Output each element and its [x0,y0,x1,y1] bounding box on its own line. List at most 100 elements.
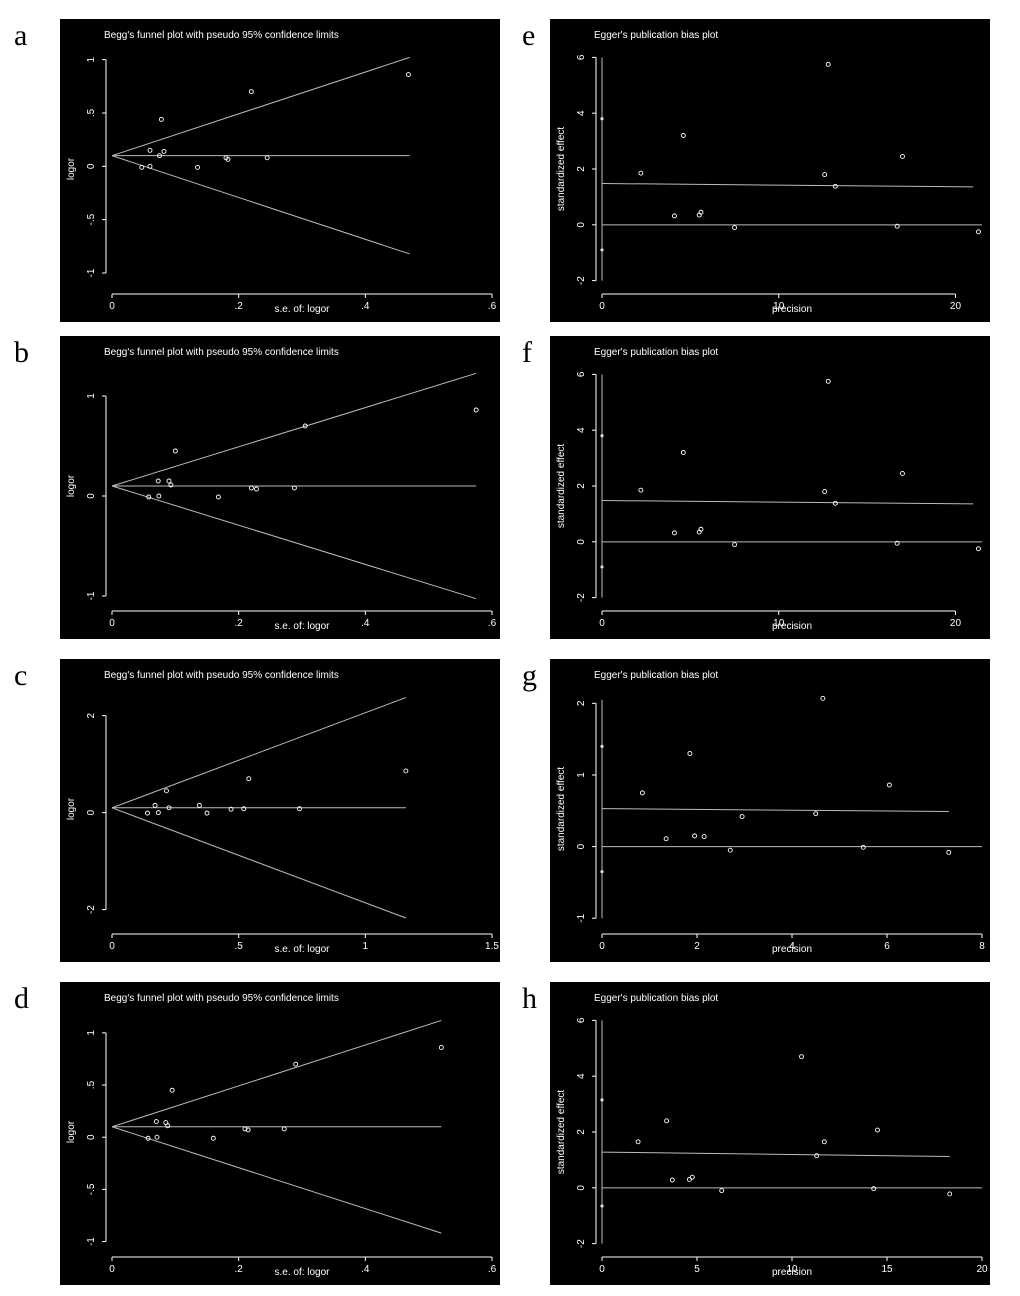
x-tick-label: .2 [234,1264,243,1275]
y-tick-label: 1 [86,56,97,62]
y-tick-label: -1 [86,1237,97,1246]
data-point [687,751,693,756]
data-point [822,489,828,495]
panel-letter: b [14,336,29,369]
x-tick-label: .6 [488,618,497,629]
chart-title: Egger's publication bias plot [594,670,718,681]
x-tick-label: .5 [234,941,243,952]
data-point [875,1127,880,1133]
y-tick-label: 0 [86,163,97,169]
chart-title: Egger's publication bias plot [594,347,718,358]
x-tick-label: 0 [599,1264,605,1275]
data-point [680,450,686,455]
data-point [165,1123,171,1129]
x-axis-label: s.e. of: logor [274,1267,330,1278]
data-point [204,810,210,816]
y-tick-label: 4 [576,110,587,116]
data-point [635,1139,641,1145]
data-point [900,153,905,159]
upper-confidence-limit-line [111,56,410,157]
chart-panel-b: Begg's funnel plot with pseudo 95% confi… [60,336,500,639]
data-point [154,1134,160,1140]
data-point [248,485,254,491]
data-point [166,478,172,484]
chart-svg: Begg's funnel plot with pseudo 95% confi… [66,30,497,315]
data-point [164,788,169,794]
y-tick-label: -2 [576,593,587,602]
chart-panel-g: Egger's publication bias plot -1 0 1 2 0 2 4 6 8 p… [550,659,990,962]
data-point [799,1054,804,1060]
y-axis-label: standardized effect [556,444,567,529]
data-point [672,213,677,219]
y-tick-label: 2 [86,712,97,718]
data-point [689,1174,695,1180]
data-point [976,229,981,235]
data-point [860,844,866,850]
data-point [245,1127,251,1133]
data-point [242,1126,248,1132]
y-axis-label: standardized effect [556,127,567,212]
y-axis-label: logor [66,1120,77,1143]
x-tick-label: 0 [599,941,605,952]
x-tick-label: 0 [109,301,115,312]
intercept-ci-marker [600,1204,604,1208]
data-point [155,810,161,816]
y-tick-label: 0 [86,493,97,499]
data-point [246,776,252,782]
y-tick-label: 1 [86,393,97,399]
data-point [161,148,167,154]
x-tick-label: 8 [979,941,985,952]
regression-line [601,808,949,813]
y-tick-label: -.5 [86,1183,97,1195]
data-point [894,223,900,229]
chart-svg: Begg's funnel plot with pseudo 95% confi… [66,993,497,1278]
x-tick-label: .4 [361,301,370,312]
y-tick-label: 4 [576,1073,587,1079]
y-tick-label: 0 [576,1185,587,1191]
chart-title: Begg's funnel plot with pseudo 95% confi… [104,670,339,681]
intercept-marker [600,434,604,438]
data-point [403,768,409,774]
panel-letter: f [522,336,532,369]
data-point [168,482,174,488]
data-point [680,133,686,138]
data-point [672,530,677,536]
intercept-ci-marker [600,870,604,874]
y-tick-label: 2 [576,1129,587,1135]
x-tick-label: 6 [884,941,890,952]
intercept-marker [600,117,604,121]
x-tick-label: 10 [773,301,785,312]
data-point [241,806,247,812]
x-tick-label: 15 [881,1264,893,1275]
y-axis-label: logor [66,797,77,820]
x-tick-label: .4 [361,618,370,629]
y-tick-label: 0 [86,809,97,815]
y-tick-label: 0 [86,1134,97,1140]
y-tick-label: 0 [576,539,587,545]
x-tick-label: 0 [109,941,115,952]
data-point [172,448,178,454]
data-point [155,478,161,484]
data-point [900,470,905,476]
x-tick-label: 2 [694,941,700,952]
panel-letter: d [14,982,29,1015]
y-tick-label: 0 [576,222,587,228]
chart-title: Begg's funnel plot with pseudo 95% confi… [104,347,339,358]
x-tick-label: .2 [234,301,243,312]
data-point [253,486,259,492]
y-axis-label: logor [66,474,77,497]
chart-svg: Egger's publication bias plot -2 0 2 4 6 0 5 10 1… [556,993,988,1278]
data-point [871,1186,877,1192]
data-point [293,1061,299,1067]
data-point [886,782,892,788]
data-point [152,802,158,808]
data-point [739,814,745,819]
y-tick-label: -.5 [86,213,97,225]
panel-letter: g [522,659,537,692]
chart-title: Begg's funnel plot with pseudo 95% confi… [104,993,339,1004]
y-tick-label: -1 [576,913,587,922]
data-point [832,500,838,506]
y-tick-label: 0 [576,843,587,849]
chart-title: Begg's funnel plot with pseudo 95% confi… [104,30,339,41]
y-tick-label: -2 [576,1239,587,1248]
